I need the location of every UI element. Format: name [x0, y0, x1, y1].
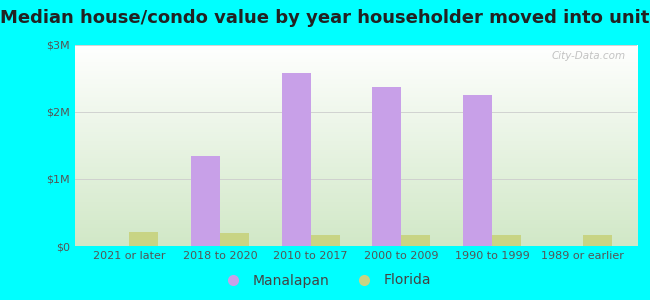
Bar [401, 235, 430, 246]
Bar [281, 73, 311, 246]
Bar [129, 232, 158, 246]
Bar [220, 233, 249, 246]
Legend: Manalapan, Florida: Manalapan, Florida [214, 268, 436, 293]
Bar [311, 235, 339, 246]
Bar [582, 236, 612, 246]
Bar [372, 86, 401, 246]
Text: City-Data.com: City-Data.com [552, 51, 626, 61]
Bar [492, 235, 521, 246]
Bar [191, 155, 220, 246]
Bar [463, 94, 492, 246]
Text: Median house/condo value by year householder moved into unit: Median house/condo value by year househo… [0, 9, 650, 27]
